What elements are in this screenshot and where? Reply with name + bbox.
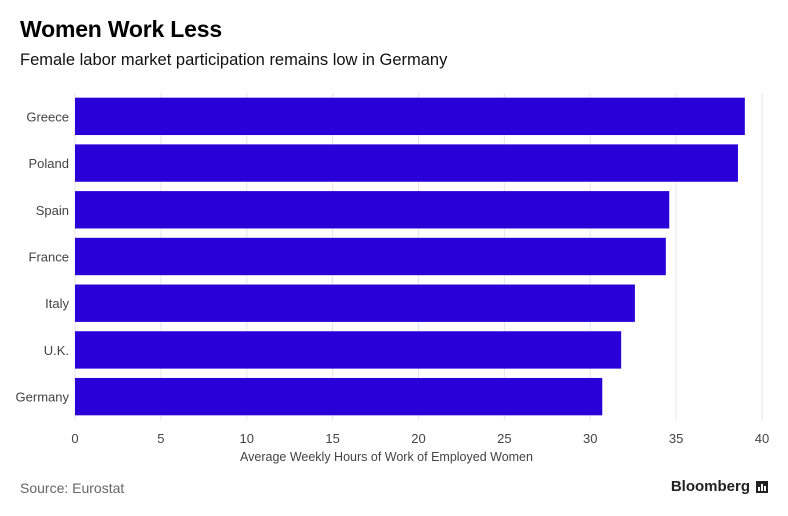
source-note: Source: Eurostat [20,480,125,496]
bloomberg-logo-icon [756,480,768,493]
bar-poland [75,144,738,182]
category-label: Italy [45,296,69,311]
x-tick-label: 0 [71,431,78,446]
chart-title: Women Work Less [20,16,222,42]
x-tick-label: 25 [497,431,511,446]
category-label: Poland [29,156,69,171]
chart-subtitle: Female labor market participation remain… [20,51,448,69]
bar-greece [75,97,745,136]
brand-name: Bloomberg [670,478,750,495]
bar-spain [75,191,670,229]
bar-italy [75,284,635,322]
category-label: Greece [26,109,69,124]
x-tick-label: 5 [157,431,164,446]
x-tick-label: 20 [411,431,425,446]
x-tick-label: 40 [755,431,769,446]
x-tick-label: 10 [240,431,254,446]
x-axis-label: Average Weekly Hours of Work of Employed… [240,450,533,464]
bar-u-k [75,331,622,369]
category-label: Germany [16,390,70,405]
x-tick-label: 30 [583,431,597,446]
x-tick-label: 35 [669,431,683,446]
category-label: Spain [36,203,69,218]
category-label: U.K. [44,343,69,358]
bar-france [75,237,666,276]
x-tick-label: 15 [325,431,339,446]
bar-germany [75,377,603,416]
brand-logo: Bloomberg [671,478,768,495]
category-label: France [29,250,69,265]
